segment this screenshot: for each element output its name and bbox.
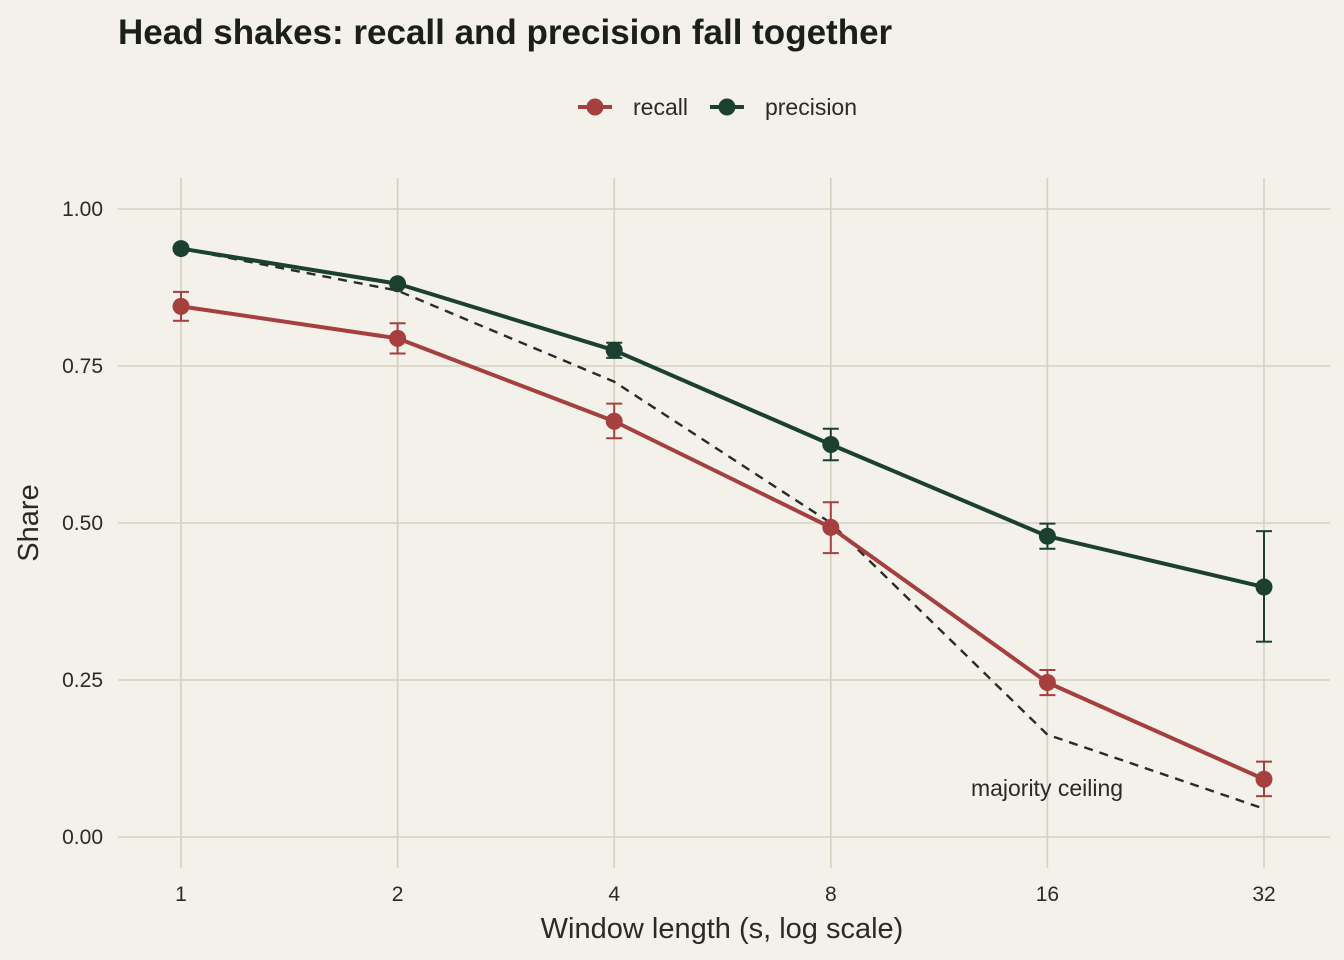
chart-title: Head shakes: recall and precision fall t… (118, 13, 893, 52)
legend-label-precision: precision (765, 94, 857, 120)
legend: recall precision (578, 94, 857, 120)
gridlines (118, 178, 1330, 868)
x-tick-label: 1 (175, 883, 187, 906)
point-recall (1255, 770, 1273, 788)
y-tick-label: 1.00 (62, 198, 103, 221)
legend-marker-precision (718, 98, 736, 116)
point-precision (172, 240, 190, 258)
legend-label-recall: recall (633, 94, 688, 120)
series-line-precision (180, 246, 1265, 590)
reference-line-label: majority ceiling (971, 775, 1123, 801)
series-recall (172, 290, 1273, 798)
y-tick-label: 0.00 (62, 826, 103, 849)
point-recall (1038, 674, 1056, 692)
series-layer (172, 240, 1273, 798)
x-axis: 1 2 4 8 16 32 (175, 883, 1276, 906)
series-line-recall (180, 304, 1265, 782)
y-axis: 0.00 0.25 0.50 0.75 1.00 (62, 198, 103, 849)
x-tick-label: 16 (1036, 883, 1059, 906)
reference-line (180, 247, 1265, 810)
y-tick-label: 0.25 (62, 669, 103, 692)
point-recall (822, 518, 840, 536)
point-precision (389, 275, 407, 293)
x-axis-title: Window length (s, log scale) (541, 913, 904, 945)
y-tick-label: 0.50 (62, 512, 103, 535)
point-precision (1038, 527, 1056, 545)
y-tick-label: 0.75 (62, 355, 103, 378)
x-tick-label: 8 (825, 883, 837, 906)
y-axis-title: Share (13, 484, 45, 561)
point-precision (1255, 578, 1273, 596)
point-precision (822, 436, 840, 453)
legend-item-recall: recall (578, 94, 688, 120)
series-precision (172, 240, 1273, 643)
legend-marker-recall (586, 98, 604, 116)
point-recall (389, 329, 407, 347)
point-precision (605, 341, 623, 359)
x-tick-label: 4 (608, 883, 620, 906)
reference-line-group: majority ceiling (180, 247, 1265, 810)
point-recall (605, 412, 623, 430)
x-tick-label: 2 (392, 883, 404, 906)
legend-item-precision: precision (709, 94, 857, 120)
x-tick-label: 32 (1252, 883, 1275, 906)
point-recall (172, 297, 190, 315)
